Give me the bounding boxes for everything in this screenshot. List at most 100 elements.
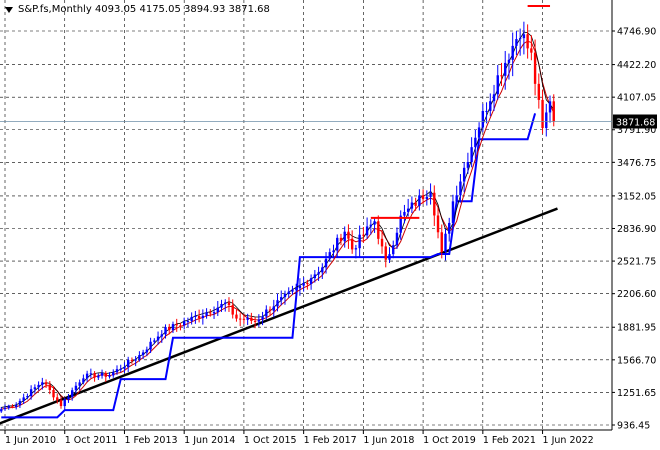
candle-body — [515, 39, 518, 46]
candle-body — [37, 384, 40, 388]
candle-body — [477, 127, 481, 138]
candle-body — [302, 282, 305, 286]
candle-body — [48, 384, 51, 390]
candle-body — [421, 195, 425, 200]
candle-body — [321, 267, 324, 273]
candle-body — [149, 341, 152, 350]
candle-body — [466, 162, 470, 168]
price-tick-label: 3791.90 — [617, 125, 656, 136]
candle-body — [272, 306, 275, 311]
candle-body — [350, 238, 354, 250]
candle-body — [85, 373, 89, 379]
price-tick-label: 1251.65 — [617, 388, 656, 399]
candle-body — [179, 325, 182, 327]
candle-body — [261, 316, 264, 320]
candle-body — [533, 52, 537, 84]
candle-body — [343, 231, 346, 242]
candle-body — [489, 101, 492, 111]
candle-body — [56, 397, 59, 401]
time-tick-label: 1 Jun 2018 — [363, 435, 414, 446]
candle-body — [197, 316, 201, 319]
candle-body — [388, 254, 391, 260]
price-tick-label: 4746.90 — [617, 27, 656, 38]
candle-body — [545, 112, 548, 129]
candle-body — [160, 334, 163, 337]
support-steps — [1, 113, 537, 419]
candle-body — [63, 399, 66, 407]
current-price-tag: 3871.68 — [0, 114, 657, 129]
time-tick-label: 1 Jun 2010 — [5, 435, 56, 446]
candle-body — [418, 195, 421, 206]
candle-body — [145, 349, 149, 353]
candle-body — [265, 309, 268, 317]
price-tick-label: 2206.60 — [617, 289, 656, 300]
candle-body — [332, 250, 335, 253]
candle-body — [433, 192, 436, 216]
candle-body — [220, 303, 223, 308]
candle-body — [537, 83, 541, 100]
time-tick-label: 1 Feb 2017 — [304, 435, 357, 446]
time-tick-label: 1 Feb 2021 — [483, 435, 536, 446]
resistance-marks — [370, 5, 551, 219]
price-tick-label: 1566.70 — [617, 355, 656, 366]
trendline-segment — [0, 207, 558, 425]
candle-body — [317, 272, 320, 275]
candle-body — [227, 302, 231, 306]
candle-body — [462, 167, 466, 182]
price-tick-label: 4107.05 — [617, 93, 656, 104]
candle-body — [507, 59, 511, 63]
candle-body — [511, 45, 514, 60]
candles — [0, 21, 555, 413]
candle-body — [93, 373, 96, 378]
candle-body — [33, 387, 37, 390]
candle-body — [504, 62, 507, 76]
candle-body — [309, 278, 313, 285]
candle-body — [119, 368, 122, 370]
trendline[interactable] — [0, 207, 558, 426]
candle-body — [59, 400, 63, 407]
candle-body — [470, 147, 473, 163]
candle-body — [0, 409, 3, 412]
candle-body — [459, 181, 462, 196]
candle-body — [377, 221, 380, 239]
candle-body — [164, 327, 167, 335]
chart-grid — [0, 0, 613, 431]
support-line — [1, 113, 537, 419]
candle-body — [257, 319, 261, 322]
candle-body — [186, 321, 190, 323]
candle-body — [224, 302, 227, 304]
candle-body — [395, 232, 399, 246]
candle-body — [380, 238, 384, 247]
candle-body — [365, 226, 369, 236]
candle-body — [216, 307, 219, 313]
candle-body — [406, 208, 410, 212]
candle-body — [276, 300, 279, 307]
price-tick-label: 936.45 — [617, 421, 650, 432]
candle-body — [67, 396, 70, 400]
candle-body — [138, 355, 141, 360]
candle-body — [126, 360, 130, 367]
candle-body — [104, 372, 107, 377]
time-tick-label: 1 Feb 2013 — [124, 435, 177, 446]
candle-body — [451, 201, 455, 223]
candle-body — [414, 202, 417, 206]
candle-body — [168, 327, 171, 331]
candle-body — [283, 293, 287, 298]
candle-body — [246, 317, 249, 320]
candle-body — [298, 285, 302, 289]
candle-body — [313, 274, 317, 279]
candle-body — [115, 369, 119, 373]
candle-body — [336, 237, 339, 251]
symbol-label: S&P.fs,Monthly — [18, 4, 92, 15]
candle-body — [373, 221, 376, 225]
candle-body — [108, 375, 111, 377]
indicator-menu-icon[interactable] — [5, 7, 13, 13]
candle-body — [429, 192, 432, 197]
candle-body — [156, 336, 160, 341]
candle-body — [41, 382, 44, 385]
time-tick-label: 1 Oct 2011 — [65, 435, 118, 446]
price-tick-label: 2836.90 — [617, 224, 656, 235]
candle-body — [481, 110, 485, 128]
candle-body — [231, 305, 234, 315]
